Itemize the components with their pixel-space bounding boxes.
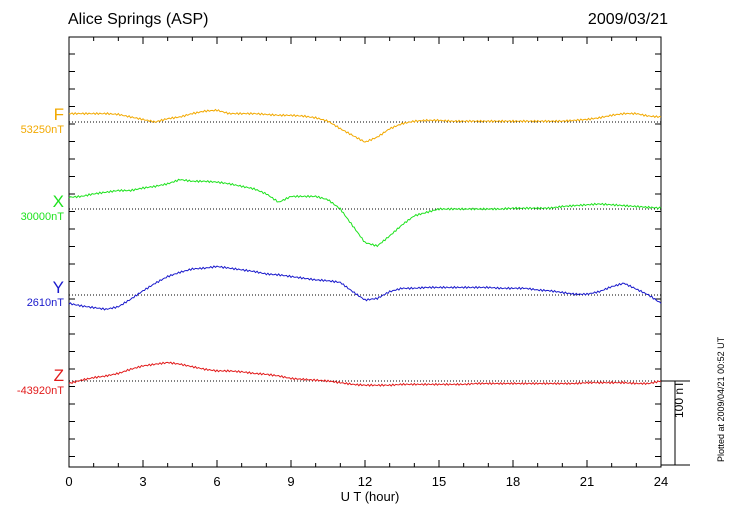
channel-baseline: 2610nT: [26, 297, 64, 309]
channel-F: F 53250nT: [4, 106, 64, 137]
channel-baseline: 53250nT: [20, 124, 64, 136]
x-tick-label: 18: [505, 474, 521, 489]
baseline-grid: [69, 121, 661, 382]
plot-border: [68, 36, 662, 468]
scale-bar: [661, 380, 690, 466]
x-tick-label: 3: [139, 474, 147, 489]
axis-ticks: [68, 37, 662, 467]
channel-name: Z: [53, 366, 64, 385]
x-tick-label: 9: [287, 474, 295, 489]
x-tick-label: 21: [579, 474, 595, 489]
series-Y-line: [68, 265, 662, 311]
series-F-line: [68, 108, 662, 143]
x-axis-label: U T (hour): [340, 489, 400, 504]
channel-name: F: [53, 105, 64, 124]
plot-frame: [68, 36, 662, 468]
channel-baseline: -43920nT: [16, 385, 64, 397]
x-tick-label: 6: [213, 474, 221, 489]
series-X-line: [68, 178, 662, 248]
channel-baseline: 30000nT: [20, 211, 64, 223]
date-label: 2009/03/21: [587, 11, 668, 28]
plotted-timestamp: Plotted at 2009/04/21 00:52 UT: [716, 336, 726, 462]
channel-Z: Z -43920nT: [4, 367, 64, 398]
x-tick-label: 12: [357, 474, 373, 489]
x-tick-label: 0: [65, 474, 73, 489]
channel-name: X: [52, 192, 64, 211]
x-tick-label: 24: [653, 474, 669, 489]
x-tick-label: 15: [431, 474, 447, 489]
series-Z-line: [68, 361, 662, 387]
scale-bar-label: 100 nT: [672, 380, 686, 418]
series-lines: [68, 108, 662, 387]
channel-name: Y: [52, 278, 64, 297]
channel-Y: Y 2610nT: [4, 279, 64, 310]
station-title: Alice Springs (ASP): [68, 11, 209, 28]
channel-X: X 30000nT: [4, 193, 64, 224]
